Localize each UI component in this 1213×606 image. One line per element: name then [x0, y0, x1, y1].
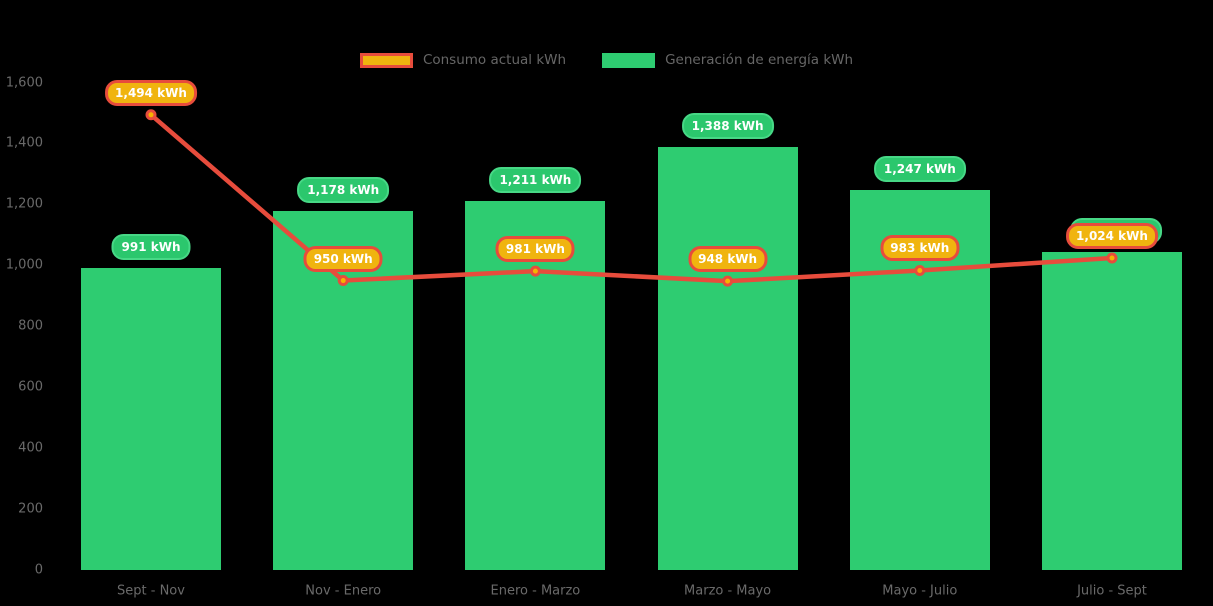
- x-axis-label: Mayo - Julio: [882, 583, 958, 599]
- x-axis-label: Nov - Enero: [305, 583, 382, 599]
- x-axis-label: Enero - Marzo: [490, 583, 581, 599]
- y-axis-tick-label: 1,400: [5, 135, 43, 151]
- y-axis-tick-label: 200: [18, 501, 43, 517]
- x-axis-label: Sept - Nov: [117, 583, 185, 599]
- consumption-value-label: 950 kWh: [303, 245, 383, 272]
- generacion-energia-swatch-icon: [602, 52, 656, 68]
- x-axis-label: Marzo - Mayo: [684, 583, 772, 599]
- generation-bar: [1042, 251, 1182, 570]
- legend-item-generacion-energia[interactable]: Generación de energía kWh: [602, 52, 853, 68]
- generation-value-label: 991 kWh: [111, 234, 191, 261]
- y-axis-tick-label: 800: [18, 318, 43, 334]
- consumption-value-label: 948 kWh: [688, 246, 768, 273]
- y-axis-tick-label: 600: [18, 379, 43, 395]
- consumption-point: [145, 109, 157, 121]
- y-axis-tick-label: 1,000: [5, 257, 43, 273]
- generation-value-label: 1,388 kWh: [681, 113, 774, 140]
- consumption-value-label: 981 kWh: [495, 236, 575, 263]
- legend-item-consumo-actual[interactable]: Consumo actual kWh: [359, 52, 567, 68]
- generation-bar: [657, 147, 798, 570]
- y-axis-tick-label: 400: [18, 440, 43, 456]
- legend-label-consumo-actual: Consumo actual kWh: [422, 52, 567, 68]
- generation-value-label: 1,178 kWh: [297, 177, 390, 204]
- x-axis-label: Julio - Sept: [1077, 583, 1147, 599]
- legend-label-generacion-energia: Generación de energía kWh: [665, 52, 854, 68]
- y-axis-tick-label: 0: [34, 562, 43, 578]
- y-axis-tick-label: 1,200: [5, 196, 43, 212]
- consumption-value-label: 1,494 kWh: [105, 79, 197, 106]
- consumo-actual-swatch-icon: [359, 52, 413, 68]
- legend: Consumo actual kWh Generación de energía…: [0, 52, 1213, 68]
- generation-value-label: 1,247 kWh: [873, 156, 966, 183]
- consumption-value-label: 983 kWh: [880, 235, 960, 262]
- generation-bar: [81, 268, 221, 570]
- consumption-value-label: 1,024 kWh: [1066, 223, 1158, 249]
- generation-value-label: 1,211 kWh: [489, 167, 582, 194]
- y-axis-tick-label: 1,600: [5, 75, 43, 90]
